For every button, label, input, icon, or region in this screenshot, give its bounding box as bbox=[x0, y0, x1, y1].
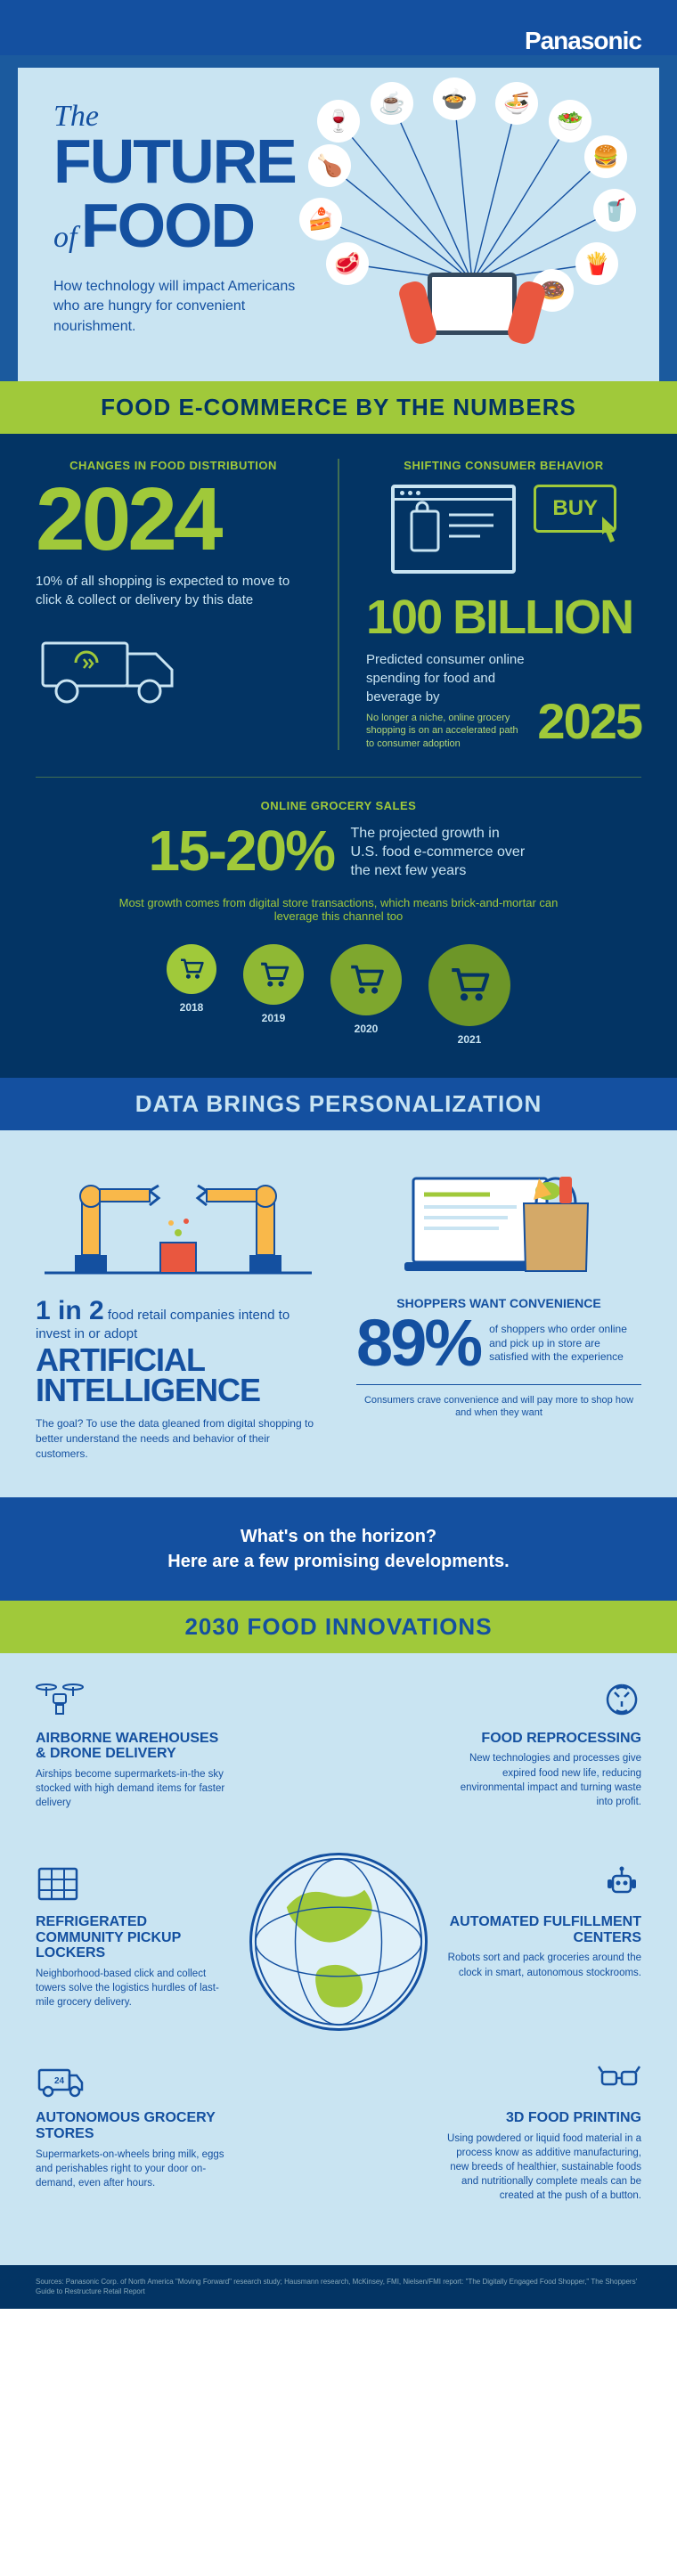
innovation-item: AUTOMATED FULFILLMENT CENTERS Robots sor… bbox=[445, 1863, 641, 2009]
cup-icon: 🥤 bbox=[593, 189, 636, 232]
section-innovations: 2030 FOOD INNOVATIONS AIRBORNE WAREHOUSE… bbox=[0, 1601, 677, 2266]
innovation-icon bbox=[445, 2063, 641, 2103]
innovation-icon bbox=[36, 1863, 232, 1907]
behavior-col: SHIFTING CONSUMER BEHAVIOR BUY 100 BILLI… bbox=[366, 459, 641, 750]
innovation-item: AIRBORNE WAREHOUSES & DRONE DELIVERY Air… bbox=[36, 1680, 232, 1810]
convenience-col: SHOPPERS WANT CONVENIENCE 89% of shopper… bbox=[356, 1157, 641, 1462]
cart-year: 2020 bbox=[330, 1023, 402, 1035]
cake-icon: 🍰 bbox=[299, 198, 342, 240]
ai-prefix: 1 in 2 food retail companies intend to i… bbox=[36, 1296, 321, 1341]
innovation-title: REFRIGERATED COMMUNITY PICKUP LOCKERS bbox=[36, 1914, 232, 1961]
innovation-title: AUTONOMOUS GROCERY STORES bbox=[36, 2110, 232, 2141]
hero-food: FOOD bbox=[81, 191, 254, 260]
cart-item: 2021 bbox=[428, 944, 510, 1046]
innovation-item: FOOD REPROCESSING New technologies and p… bbox=[445, 1680, 641, 1810]
cart-year: 2021 bbox=[428, 1033, 510, 1046]
cart-item: 2019 bbox=[243, 944, 304, 1046]
year-2025: 2025 bbox=[537, 692, 641, 750]
distribution-col: CHANGES IN FOOD DISTRIBUTION 2024 10% of… bbox=[36, 459, 311, 750]
wine-icon: 🍷 bbox=[317, 100, 360, 143]
one-in-two: 1 in 2 bbox=[36, 1296, 104, 1325]
truck-icon bbox=[36, 627, 311, 712]
section3-banner: 2030 FOOD INNOVATIONS bbox=[0, 1601, 677, 1653]
horizon-line2: Here are a few promising developments. bbox=[27, 1549, 650, 1574]
growth-block: ONLINE GROCERY SALES 15-20% The projecte… bbox=[18, 778, 659, 1046]
browser-icon bbox=[391, 485, 516, 574]
horizon-line1: What's on the horizon? bbox=[27, 1524, 650, 1549]
innovation-desc: Neighborhood-based click and collect tow… bbox=[36, 1967, 232, 2009]
innovation-item: REFRIGERATED COMMUNITY PICKUP LOCKERS Ne… bbox=[36, 1863, 232, 2009]
ai-col: 1 in 2 food retail companies intend to i… bbox=[36, 1157, 321, 1462]
cart-item: 2018 bbox=[167, 944, 216, 1046]
innovation-title: FOOD REPROCESSING bbox=[445, 1731, 641, 1747]
innovation-icon: 24 bbox=[36, 2063, 232, 2103]
cart-icon bbox=[167, 944, 216, 994]
innovation-icon bbox=[36, 1680, 232, 1724]
horizon-banner: What's on the horizon? Here are a few pr… bbox=[0, 1497, 677, 1601]
cart-year: 2018 bbox=[167, 1001, 216, 1014]
divider bbox=[338, 459, 339, 750]
ai-goal: The goal? To use the data gleaned from d… bbox=[36, 1416, 321, 1461]
cart-icon bbox=[428, 944, 510, 1026]
cart-item: 2020 bbox=[330, 944, 402, 1046]
convenience-subtext: Consumers crave convenience and will pay… bbox=[356, 1394, 641, 1420]
innovation-item: 24 AUTONOMOUS GROCERY STORES Supermarket… bbox=[36, 2063, 232, 2203]
innovation-desc: Airships become supermarkets-in-the sky … bbox=[36, 1767, 232, 1810]
section2-banner: DATA BRINGS PERSONALIZATION bbox=[0, 1078, 677, 1130]
behavior-label: SHIFTING CONSUMER BEHAVIOR bbox=[366, 459, 641, 472]
section-personalization: DATA BRINGS PERSONALIZATION bbox=[0, 1078, 677, 1497]
svg-text:24: 24 bbox=[54, 2076, 65, 2086]
behavior-subtext: No longer a niche, online grocery shoppi… bbox=[366, 712, 528, 750]
robot-arms-icon bbox=[36, 1157, 321, 1282]
innovation-desc: Supermarkets-on-wheels bring milk, eggs … bbox=[36, 2148, 232, 2190]
innovation-item: 3D FOOD PRINTING Using powdered or liqui… bbox=[445, 2063, 641, 2203]
laptop-bag-icon bbox=[356, 1157, 641, 1282]
innovation-icon bbox=[445, 1863, 641, 1907]
growth-subtext: Most growth comes from digital store tra… bbox=[107, 896, 570, 923]
steak-icon: 🥩 bbox=[326, 242, 369, 285]
coffee-icon: ☕ bbox=[371, 82, 413, 125]
innovation-title: AUTOMATED FULFILLMENT CENTERS bbox=[445, 1914, 641, 1945]
tablet-hands bbox=[428, 273, 517, 335]
pct-89-text: of shoppers who order online and pick up… bbox=[489, 1323, 641, 1365]
innovation-desc: Robots sort and pack groceries around th… bbox=[445, 1951, 641, 1979]
amount-100b: 100 BILLION bbox=[366, 590, 641, 645]
section-ecommerce: FOOD E-COMMERCE BY THE NUMBERS CHANGES I… bbox=[0, 381, 677, 1078]
innovation-title: 3D FOOD PRINTING bbox=[445, 2110, 641, 2126]
pointer-icon bbox=[590, 511, 627, 558]
infographic-root: Panasonic The FUTURE of FOOD How technol… bbox=[0, 0, 677, 2309]
innovation-desc: New technologies and processes give expi… bbox=[445, 1751, 641, 1808]
growth-text: The projected growth in U.S. food e-comm… bbox=[351, 825, 529, 880]
globe-icon bbox=[249, 1853, 428, 2031]
distribution-text: 10% of all shopping is expected to move … bbox=[36, 572, 311, 609]
behavior-text: Predicted consumer online spending for f… bbox=[366, 650, 528, 706]
year-2024: 2024 bbox=[36, 479, 311, 559]
hero-of: of bbox=[53, 221, 77, 254]
cart-icon bbox=[243, 944, 304, 1005]
footer-sources: Sources: Panasonic Corp. of North Americ… bbox=[0, 2265, 677, 2309]
innovation-desc: Using powdered or liquid food material i… bbox=[445, 2132, 641, 2203]
carts-row: 2018 2019 2020 2021 bbox=[107, 944, 570, 1046]
food-icons-cluster: 🍷 ☕ 🍲 🍜 🥗 🍔 🥤 🍟 🍗 🍰 🥩 🍩 bbox=[312, 94, 632, 326]
hero-subtitle: How technology will impact Americans who… bbox=[53, 277, 303, 337]
innovation-icon bbox=[445, 1680, 641, 1724]
cart-icon bbox=[330, 944, 402, 1015]
growth-label: ONLINE GROCERY SALES bbox=[107, 799, 570, 812]
hero: The FUTURE of FOOD How technology will i… bbox=[18, 68, 659, 381]
innovation-title: AIRBORNE WAREHOUSES & DRONE DELIVERY bbox=[36, 1731, 232, 1762]
pot-icon: 🍲 bbox=[433, 77, 476, 120]
burger-icon: 🍔 bbox=[584, 135, 627, 178]
section1-banner: FOOD E-COMMERCE BY THE NUMBERS bbox=[0, 381, 677, 434]
pct-89: 89% bbox=[356, 1314, 480, 1374]
salad-icon: 🥗 bbox=[549, 100, 591, 143]
growth-pct: 15-20% bbox=[148, 818, 334, 884]
cart-year: 2019 bbox=[243, 1012, 304, 1024]
brand-logo: Panasonic bbox=[36, 27, 641, 55]
ai-title: ARTIFICIAL INTELLIGENCE bbox=[36, 1345, 321, 1406]
header: Panasonic bbox=[0, 0, 677, 55]
ramen-icon: 🍜 bbox=[495, 82, 538, 125]
fries-icon: 🍟 bbox=[575, 242, 618, 285]
turkey-icon: 🍗 bbox=[308, 144, 351, 187]
